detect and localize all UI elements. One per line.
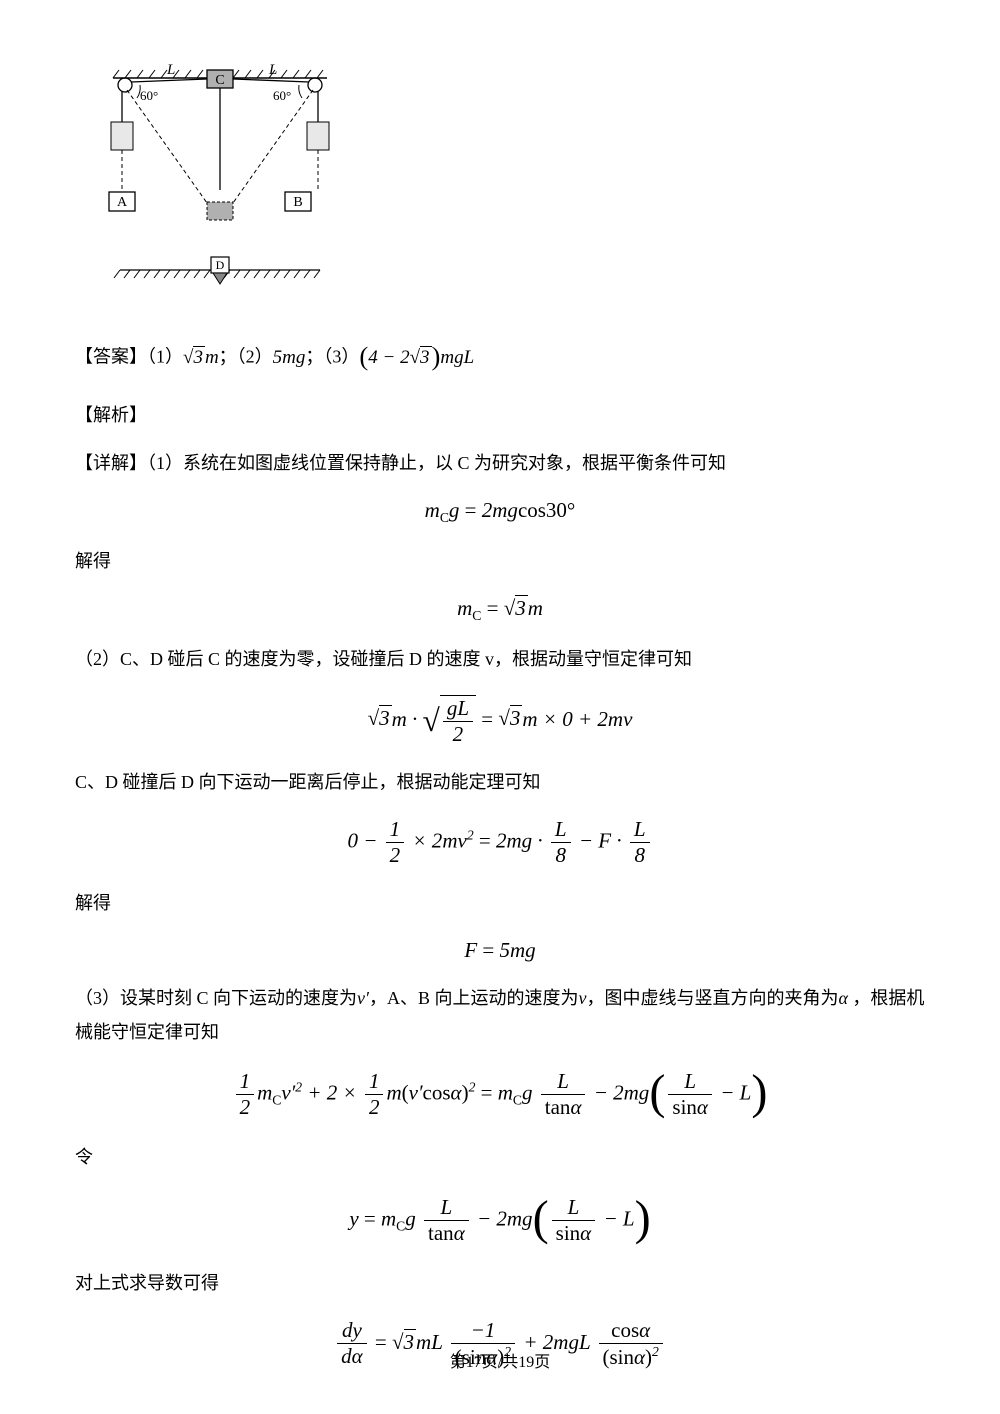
jiede1: 解得 [75, 544, 925, 578]
eq1: mCg = 2mgcos30° [75, 498, 925, 526]
eq5: F = 5mg [75, 938, 925, 963]
svg-text:D: D [216, 258, 225, 272]
part1-text: （1）系统在如图虚线位置保持静止，以 C 为研究对象，根据平衡条件可知 [147, 453, 726, 473]
eq2: mC = √3m [75, 596, 925, 624]
part2b-text: C、D 碰撞后 D 向下运动一距离后停止，根据动能定理可知 [75, 765, 925, 799]
detail-label: 【详解】 [75, 453, 147, 473]
p3a: （3）设某时刻 C 向下运动的速度为 [75, 988, 357, 1008]
svg-text:B: B [293, 195, 302, 210]
eq6: 12mCv′2 + 2 × 12m(v′cosα)2 = mCg Ltanα −… [75, 1067, 925, 1122]
p2-label: ；（2） [219, 347, 273, 367]
svg-text:A: A [117, 195, 128, 210]
p1-label: （1） [147, 347, 183, 367]
svg-text:C: C [215, 73, 224, 88]
svg-text:L: L [268, 62, 277, 78]
answer-prefix: 【答案】 [75, 347, 147, 367]
p3c: ，图中虚线与竖直方向的夹角为 [586, 988, 838, 1008]
eq7: y = mCg Ltanα − 2mg(Lsinα − L) [75, 1193, 925, 1248]
jiexi-label: 【解析】 [75, 398, 925, 432]
eq4: 0 − 12 × 2mv2 = 2mg · L8 − F · L8 [75, 817, 925, 868]
physics-diagram: C L L 60° 60° [95, 60, 925, 315]
svg-text:60°: 60° [273, 88, 291, 103]
ling-label: 令 [75, 1140, 925, 1174]
svg-text:60°: 60° [140, 88, 158, 103]
svg-text:L: L [166, 62, 175, 78]
p3b: ，A、B 向上运动的速度为 [369, 988, 579, 1008]
detail-part1: 【详解】（1）系统在如图虚线位置保持静止，以 C 为研究对象，根据平衡条件可知 [75, 446, 925, 480]
part2-text: （2）C、D 碰后 C 的速度为零，设碰撞后 D 的速度 v，根据动量守恒定律可… [75, 642, 925, 676]
part3-text: （3）设某时刻 C 向下运动的速度为v′，A、B 向上运动的速度为v，图中虚线与… [75, 981, 925, 1049]
jiede2: 解得 [75, 886, 925, 920]
page-footer: 第17页/共19页 [0, 1348, 1000, 1372]
eq3: √3m · √gL2 = √3m × 0 + 2mv [75, 695, 925, 747]
p3-label: ；（3） [305, 347, 359, 367]
deriv-text: 对上式求导数可得 [75, 1266, 925, 1300]
answer-line: 【答案】（1）√3m；（2）5mg；（3）(4 − 2√3)mgL [75, 333, 925, 384]
